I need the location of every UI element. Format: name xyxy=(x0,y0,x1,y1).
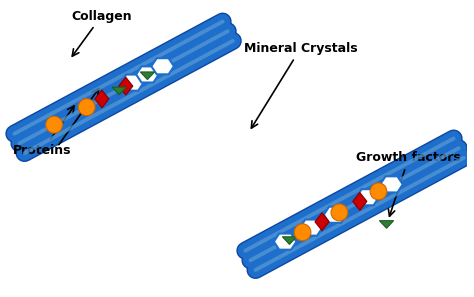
Polygon shape xyxy=(118,77,133,95)
Polygon shape xyxy=(121,75,144,91)
Text: Proteins: Proteins xyxy=(13,106,74,157)
Circle shape xyxy=(78,99,95,116)
Text: Mineral Crystals: Mineral Crystals xyxy=(244,42,357,128)
Polygon shape xyxy=(112,87,127,95)
Polygon shape xyxy=(379,221,393,228)
Polygon shape xyxy=(151,58,174,74)
Polygon shape xyxy=(140,72,155,80)
Polygon shape xyxy=(274,233,296,250)
Text: Collagen: Collagen xyxy=(71,10,132,56)
Circle shape xyxy=(370,183,387,200)
Circle shape xyxy=(331,204,348,221)
Polygon shape xyxy=(324,207,346,223)
Circle shape xyxy=(46,116,63,133)
Polygon shape xyxy=(300,219,322,236)
Polygon shape xyxy=(353,192,367,210)
Polygon shape xyxy=(283,237,297,244)
Polygon shape xyxy=(315,213,329,231)
Polygon shape xyxy=(356,189,379,205)
Polygon shape xyxy=(136,66,159,83)
Text: Growth factors: Growth factors xyxy=(356,151,461,216)
Polygon shape xyxy=(95,90,109,108)
Polygon shape xyxy=(380,176,403,192)
Circle shape xyxy=(294,224,311,241)
